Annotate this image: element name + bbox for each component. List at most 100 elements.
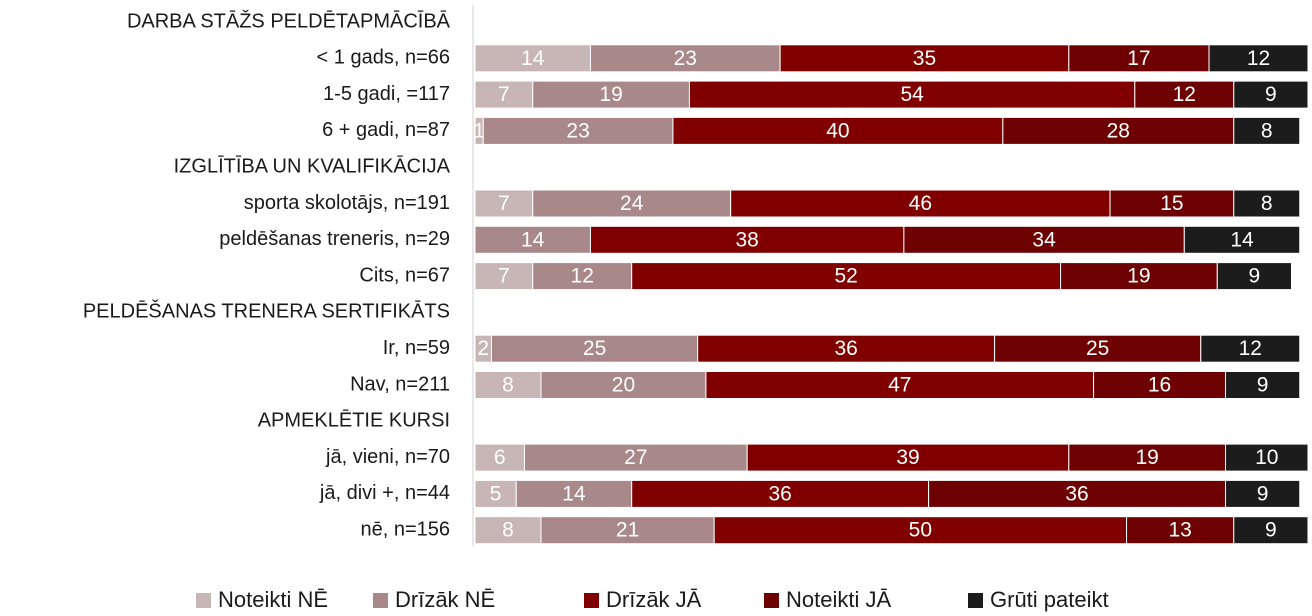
data-label: 5 <box>490 482 502 505</box>
data-label: 6 <box>494 446 506 469</box>
data-label: 25 <box>583 337 606 360</box>
bar-segment <box>1002 116 1235 145</box>
legend-swatch <box>968 593 983 608</box>
data-label: 12 <box>1173 83 1196 106</box>
bar-segment <box>697 334 996 363</box>
legend-label: Grūti pateikt <box>990 587 1109 612</box>
bar-segment <box>532 189 732 218</box>
data-label: 8 <box>502 519 514 542</box>
bar-segment <box>540 516 715 545</box>
bar-segment <box>705 371 1095 399</box>
legend-label: Drīzāk JĀ <box>606 587 702 612</box>
data-label: 8 <box>502 374 514 397</box>
data-label: 25 <box>1086 337 1109 360</box>
y-tick-label: IZGLĪTĪBA UN KVALIFIKĀCIJA <box>174 154 451 177</box>
bar-segment <box>928 479 1227 508</box>
data-label: 24 <box>620 192 644 215</box>
y-tick-label: sporta skolotājs, n=191 <box>244 192 450 214</box>
y-tick-label: nē, n=156 <box>360 518 450 540</box>
y-tick-label: Cits, n=67 <box>359 264 450 286</box>
bar-segment <box>589 225 905 254</box>
legend-swatch <box>373 593 388 608</box>
bar-segment <box>1233 516 1309 545</box>
y-tick-label: jā, vieni, n=70 <box>325 446 450 468</box>
bar-segment <box>631 262 1062 291</box>
data-label: 7 <box>498 265 510 288</box>
data-label: 34 <box>1032 228 1056 251</box>
data-label: 50 <box>909 519 932 542</box>
data-label: 2 <box>477 337 489 360</box>
y-tick-label: PELDĒŠANAS TRENERA SERTIFIKĀTS <box>83 300 450 323</box>
data-label: 52 <box>834 265 857 288</box>
bar-segment <box>672 116 1004 145</box>
data-label: 27 <box>624 446 647 469</box>
data-label: 47 <box>888 374 911 397</box>
y-tick-label: 1-5 gadi, =117 <box>323 83 450 105</box>
bar-segment <box>713 516 1128 545</box>
bar-segment <box>1183 225 1301 254</box>
y-tick-label: peldēšanas treneris, n=29 <box>219 228 450 250</box>
data-label: 54 <box>900 83 924 106</box>
bar-segment <box>1200 334 1301 363</box>
bar-segment <box>1126 516 1235 545</box>
data-label: 35 <box>913 47 936 70</box>
data-label: 12 <box>1247 47 1270 70</box>
y-tick-label: < 1 gads, n=66 <box>317 47 450 69</box>
data-label: 14 <box>562 482 586 505</box>
bar-segment <box>1093 371 1227 399</box>
data-label: 8 <box>1261 192 1273 215</box>
bar-segment <box>1225 479 1301 508</box>
data-label: 14 <box>521 47 545 70</box>
bar-segment <box>1109 189 1235 218</box>
bar-segment <box>1208 44 1309 73</box>
bar-segment <box>474 189 534 218</box>
legend-label: Noteikti JĀ <box>786 587 891 612</box>
data-label: 36 <box>1065 482 1088 505</box>
legend-swatch <box>196 593 211 608</box>
data-label: 17 <box>1127 47 1150 70</box>
data-label: 13 <box>1168 519 1191 542</box>
y-tick-label: jā, divi +, n=44 <box>319 482 450 504</box>
bar-segment <box>1225 371 1301 399</box>
data-label: 9 <box>1257 482 1269 505</box>
bar-segment <box>746 443 1070 472</box>
data-label: 9 <box>1265 519 1277 542</box>
data-label: 8 <box>1261 119 1273 142</box>
data-label: 23 <box>566 119 589 142</box>
data-label: 19 <box>1135 446 1158 469</box>
data-label: 9 <box>1249 265 1261 288</box>
bar-segment <box>474 262 534 291</box>
data-label: 9 <box>1257 374 1269 397</box>
bar-segment <box>1233 80 1309 109</box>
bar-segment <box>474 479 517 508</box>
data-label: 16 <box>1148 374 1171 397</box>
bar-segment <box>532 262 633 291</box>
bar-segment <box>1134 80 1235 109</box>
data-label: 7 <box>498 192 510 215</box>
bar-segment <box>482 116 674 145</box>
bar-segment <box>490 334 699 363</box>
y-tick-label: Nav, n=211 <box>350 373 450 395</box>
bar-segment <box>903 225 1185 254</box>
data-label: 21 <box>616 519 639 542</box>
data-label: 12 <box>571 265 594 288</box>
data-label: 28 <box>1107 119 1130 142</box>
legend-swatch <box>764 593 779 608</box>
bar-segment <box>1233 189 1301 218</box>
data-label: 38 <box>735 228 758 251</box>
bar-segment <box>1225 443 1309 472</box>
data-label: 40 <box>826 119 849 142</box>
y-tick-label: DARBA STĀŽS PELDĒTAPMĀCĪBĀ <box>127 9 451 32</box>
data-label: 20 <box>612 374 635 397</box>
data-label: 10 <box>1255 446 1278 469</box>
bar-segment <box>1216 262 1293 291</box>
bar-segment <box>730 189 1111 218</box>
data-label: 23 <box>674 47 697 70</box>
data-label: 19 <box>599 83 622 106</box>
data-label: 15 <box>1160 192 1183 215</box>
legend-label: Drīzāk NĒ <box>395 587 495 612</box>
bar-segment <box>631 479 930 508</box>
y-tick-label: 6 + gadi, n=87 <box>322 119 450 141</box>
bar-segment <box>994 334 1202 363</box>
